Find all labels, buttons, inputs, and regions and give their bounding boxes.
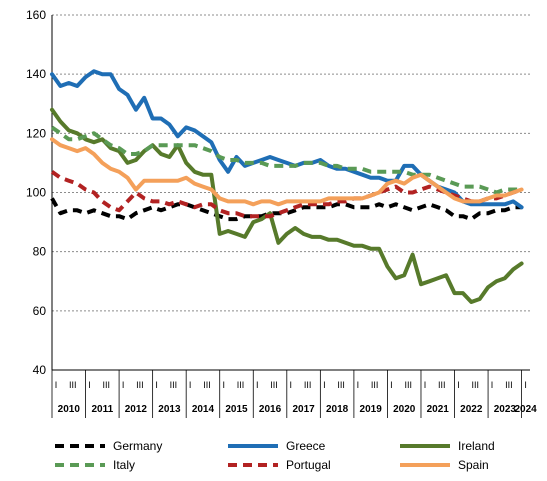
legend: Germany Greece Ireland Italy Portugal Spain	[55, 439, 495, 472]
legend-label-spain: Spain	[458, 458, 489, 472]
series-lines	[50, 69, 524, 304]
series-line-germany	[50, 197, 522, 222]
year-tick-label: 2015	[225, 404, 248, 415]
series-line-spain	[50, 137, 524, 207]
year-tick-label: 2018	[326, 404, 349, 415]
quarter-tick-label: III	[304, 380, 312, 390]
quarter-tick-label: III	[472, 380, 480, 390]
y-tick-label: 140	[26, 67, 46, 81]
quarter-tick-label: I	[222, 380, 225, 390]
quarter-tick-label: I	[155, 380, 158, 390]
series-line-italy	[50, 125, 522, 195]
year-tick-label: 2013	[158, 404, 181, 415]
quarter-tick-label: III	[237, 380, 245, 390]
quarter-tick-label: III	[203, 380, 211, 390]
legend-label-ireland: Ireland	[458, 439, 495, 453]
year-tick-label: 2023	[494, 404, 517, 415]
year-tick-label: 2012	[125, 404, 148, 415]
year-tick-label: 2011	[91, 404, 113, 415]
y-axis: 40 60 80 100 120 140 160	[26, 8, 53, 377]
year-tick-label: 2014	[192, 404, 215, 415]
y-tick-label: 80	[33, 245, 47, 259]
series-line-ireland	[50, 107, 524, 304]
quarter-tick-label: I	[55, 380, 58, 390]
quarter-tick-label: I	[323, 380, 326, 390]
year-tick-label: 2010	[58, 404, 81, 415]
quarter-tick-label: I	[88, 380, 91, 390]
quarter-tick-label: I	[189, 380, 192, 390]
quarter-tick-label: III	[505, 380, 513, 390]
quarter-tick-label: III	[337, 380, 345, 390]
legend-label-germany: Germany	[113, 439, 162, 453]
quarter-tick-label: I	[491, 380, 494, 390]
quarter-tick-label: III	[170, 380, 178, 390]
quarter-tick-label: I	[357, 380, 360, 390]
quarter-tick-label: I	[390, 380, 393, 390]
y-tick-label: 100	[26, 186, 46, 200]
quarter-tick-label: I	[122, 380, 125, 390]
quarter-tick-label: III	[438, 380, 446, 390]
year-tick-label: 2017	[292, 404, 315, 415]
quarter-tick-label: I	[256, 380, 259, 390]
y-tick-label: 120	[26, 126, 46, 140]
y-tick-label: 60	[33, 304, 47, 318]
legend-label-portugal: Portugal	[286, 458, 331, 472]
quarter-tick-label: I	[524, 380, 527, 390]
year-tick-label: 2021	[427, 404, 450, 415]
quarter-tick-label: I	[457, 380, 460, 390]
year-tick-label: 2020	[393, 404, 416, 415]
year-tick-label: 2019	[360, 404, 383, 415]
series-line-greece	[50, 69, 524, 210]
y-tick-label: 160	[26, 8, 46, 22]
quarter-tick-label: III	[103, 380, 111, 390]
year-tick-label: 2016	[259, 404, 282, 415]
quarter-tick-label: III	[136, 380, 144, 390]
y-tick-label: 40	[33, 363, 47, 377]
quarter-tick-label: I	[290, 380, 293, 390]
year-tick-label: 2022	[460, 404, 483, 415]
legend-label-greece: Greece	[286, 439, 326, 453]
quarter-tick-label: I	[424, 380, 427, 390]
quarter-tick-label: III	[404, 380, 412, 390]
quarter-tick-label: III	[371, 380, 379, 390]
quarter-tick-label: III	[69, 380, 77, 390]
year-tick-label: 2024	[515, 404, 538, 415]
quarter-tick-label: III	[270, 380, 278, 390]
legend-label-italy: Italy	[113, 458, 135, 472]
